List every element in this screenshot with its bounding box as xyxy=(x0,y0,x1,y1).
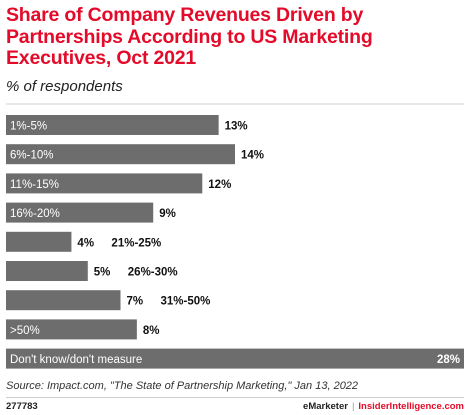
bar xyxy=(6,202,154,223)
value-label: 5% xyxy=(94,267,111,279)
brand-emarketer: eMarketer xyxy=(303,401,348,412)
category-label: 21%-25% xyxy=(111,237,161,249)
bar xyxy=(6,319,137,340)
source-note: Source: Impact.com, "The State of Partne… xyxy=(6,380,359,392)
bars-group: 1%-5% 13% 6%-10% 14% 11%-15% 12% 16%-20% 9% 21%-… xyxy=(6,115,464,369)
bar xyxy=(6,144,235,165)
footer-divider xyxy=(6,397,464,398)
chart-title: Share of Company Revenues Driven by Part… xyxy=(6,4,373,69)
bar xyxy=(6,348,464,369)
value-label: 9% xyxy=(159,208,176,220)
value-label: 13% xyxy=(225,121,248,133)
category-label: Don't know/don't measure xyxy=(10,354,142,366)
value-label: 7% xyxy=(127,296,144,308)
bar xyxy=(6,173,203,194)
category-label: 31%-50% xyxy=(161,296,211,308)
value-label: 12% xyxy=(208,179,231,191)
bar xyxy=(6,115,219,135)
category-label: 1%-5% xyxy=(10,121,47,133)
brand-footer: eMarketer | InsiderIntelligence.com xyxy=(303,401,464,412)
category-label: 11%-15% xyxy=(10,179,59,191)
value-label: 8% xyxy=(143,325,160,337)
category-label: 26%-30% xyxy=(128,267,178,279)
bar xyxy=(6,231,72,252)
value-label: 28% xyxy=(437,354,460,366)
brand-insider-intelligence: InsiderIntelligence.com xyxy=(358,401,464,412)
value-label: 14% xyxy=(241,150,264,162)
category-label: 6%-10% xyxy=(10,150,53,162)
category-label: 16%-20% xyxy=(10,208,60,220)
brand-separator: | xyxy=(351,401,355,412)
bar xyxy=(6,290,121,311)
bar-chart: 1%-5% 13% 6%-10% 14% 11%-15% 12% 16%-20% 9% 21%-… xyxy=(6,103,464,369)
chart-subtitle: % of respondents xyxy=(6,78,123,95)
bar xyxy=(6,261,88,281)
chart-id: 277783 xyxy=(6,401,38,412)
value-label: 4% xyxy=(77,237,94,249)
category-label: >50% xyxy=(10,325,40,337)
